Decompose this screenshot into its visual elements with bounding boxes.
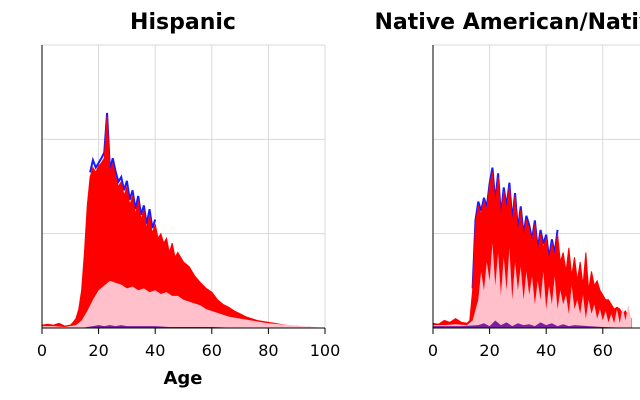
x-tick-label-40: 40 bbox=[536, 341, 556, 360]
x-axis-label: Age bbox=[163, 368, 202, 389]
x-tick-label-20: 20 bbox=[479, 341, 499, 360]
x-tick-label-40: 40 bbox=[145, 341, 165, 360]
x-tick-label-0: 0 bbox=[428, 341, 438, 360]
x-tick-label-80: 80 bbox=[258, 341, 278, 360]
chart-title: Hispanic bbox=[130, 10, 236, 35]
series-outer-area bbox=[41, 115, 325, 329]
panel-hispanic: 0 20 40 60 80 100 Hispanic Age bbox=[37, 10, 340, 389]
x-tick-label-20: 20 bbox=[88, 341, 108, 360]
x-tick-label-100: 100 bbox=[310, 341, 341, 360]
series-inner-area bbox=[42, 280, 325, 328]
panel-native-american: 020406080100Native American/Native Alask… bbox=[375, 10, 640, 360]
x-tick-label-60: 60 bbox=[593, 341, 613, 360]
series-edge-line bbox=[89, 112, 157, 229]
chart-title: Native American/Native Alaskan bbox=[375, 10, 640, 35]
series-inner-area bbox=[433, 243, 632, 328]
series-base-area bbox=[42, 325, 325, 328]
x-tick-label-0: 0 bbox=[37, 341, 47, 360]
x-tick-label-60: 60 bbox=[202, 341, 222, 360]
series-base-area bbox=[433, 320, 632, 328]
